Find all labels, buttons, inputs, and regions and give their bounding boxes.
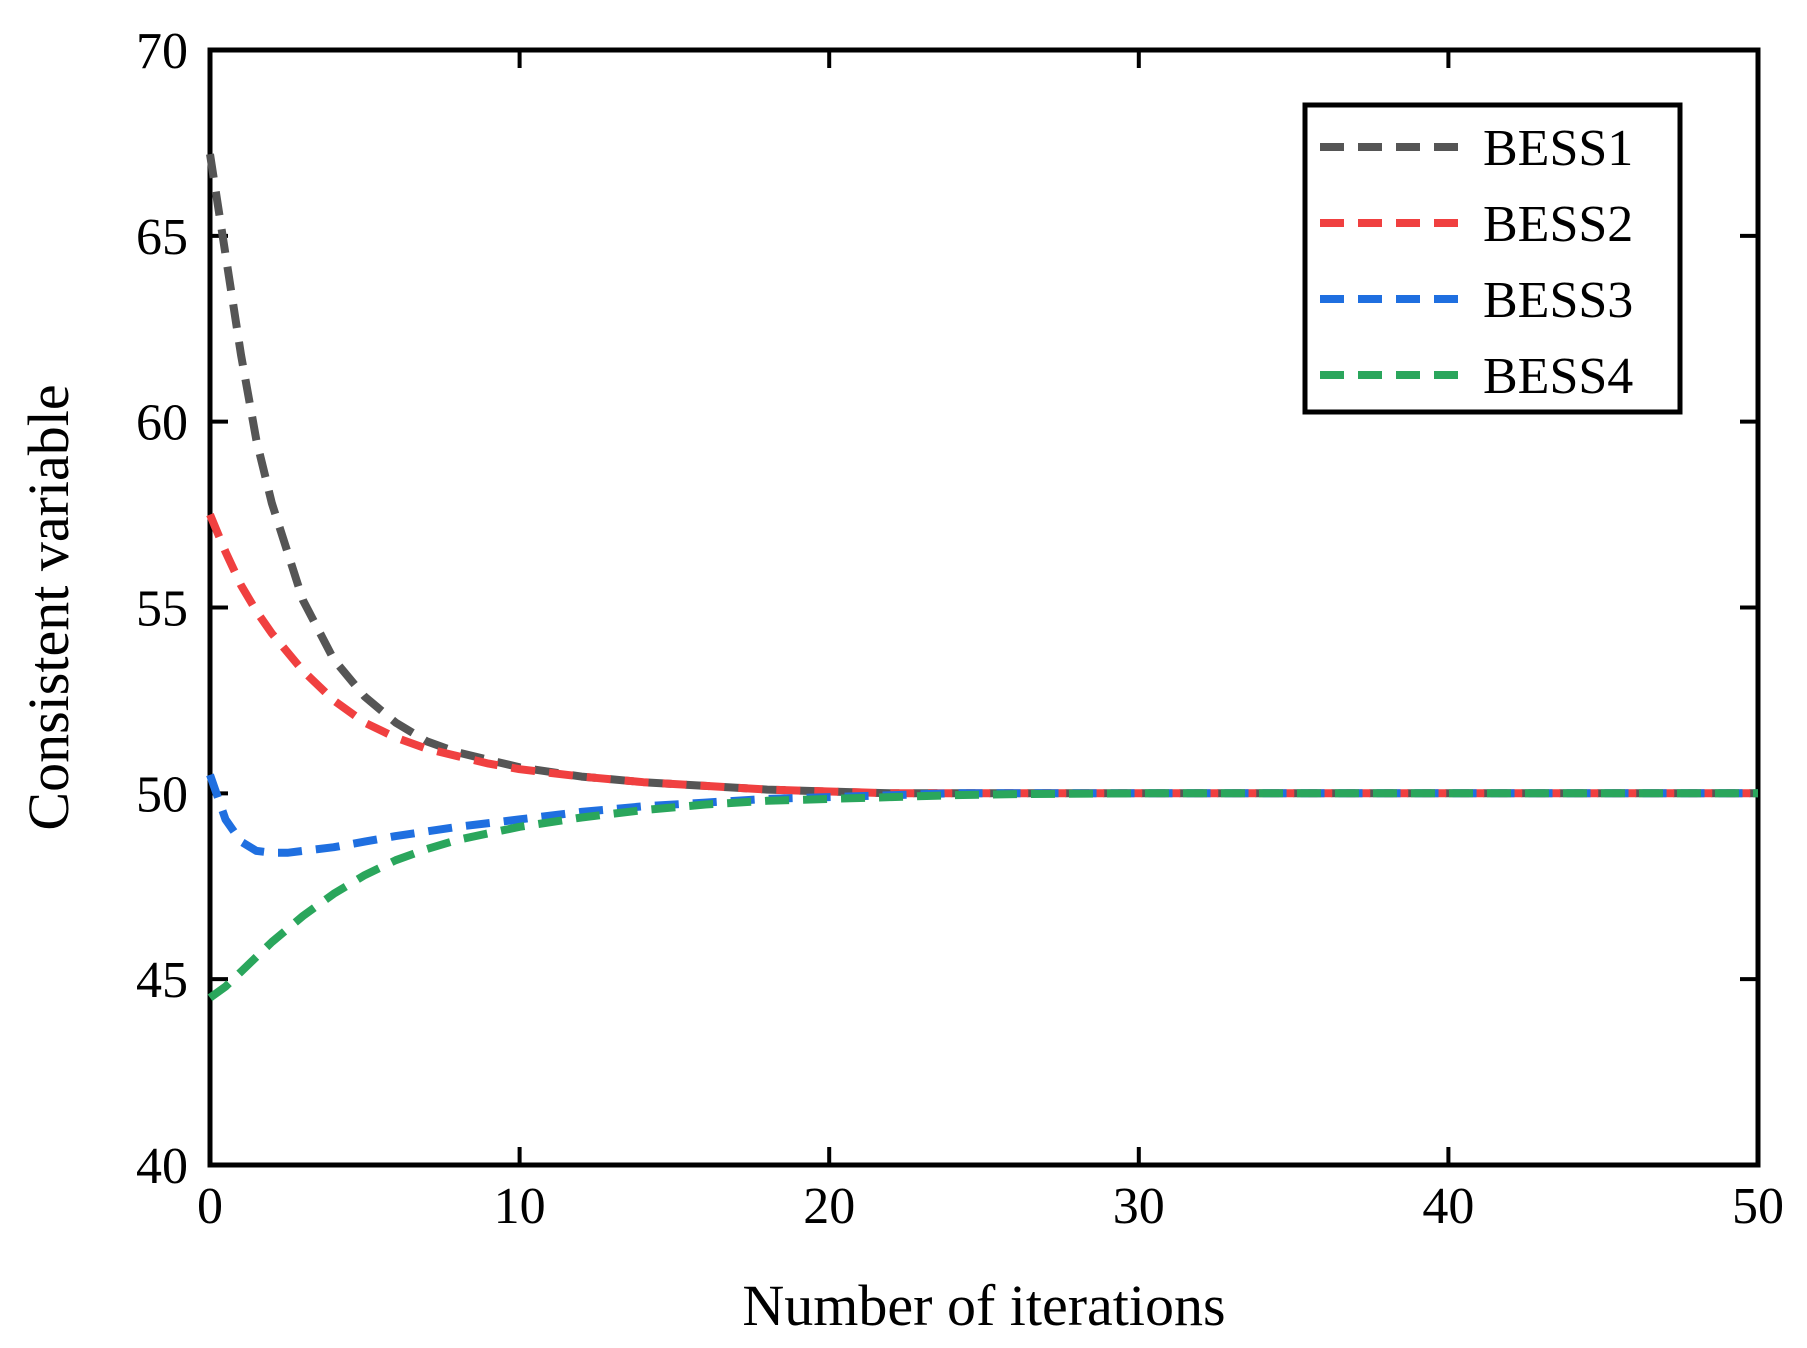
plot-area <box>206 47 1761 1168</box>
y-tick-label: 60 <box>136 395 188 452</box>
legend-label-bess2: BESS2 <box>1483 196 1633 253</box>
series-lines <box>206 153 1758 1002</box>
legend-label-bess3: BESS3 <box>1483 272 1633 329</box>
tick-labels: 0 10 20 30 40 50 40 45 50 55 60 65 70 <box>136 23 1784 1235</box>
series-line-bess2 <box>206 513 1758 798</box>
y-tick-label: 65 <box>136 209 188 266</box>
legend-label-bess4: BESS4 <box>1483 348 1633 405</box>
legend-box <box>1302 102 1683 415</box>
y-tick-label: 45 <box>136 952 188 1009</box>
x-tick-label: 10 <box>494 1178 546 1235</box>
series-line-bess3 <box>206 773 1758 857</box>
x-tick-label: 20 <box>803 1178 855 1235</box>
x-tick-label: 50 <box>1732 1178 1784 1235</box>
series-line-bess4 <box>207 789 1758 1002</box>
y-tick-label: 55 <box>136 581 188 638</box>
x-tick-label: 40 <box>1422 1178 1474 1235</box>
y-tick-label: 40 <box>136 1138 188 1195</box>
x-tick-label: 0 <box>197 1178 223 1235</box>
y-axis-label: Consistent variable <box>16 384 81 830</box>
y-tick-label: 50 <box>136 766 188 823</box>
legend: BESS1 BESS2 BESS3 BESS4 <box>1302 102 1683 415</box>
legend-label-bess1: BESS1 <box>1483 120 1633 177</box>
x-axis-label: Number of iterations <box>742 1273 1225 1338</box>
x-tick-label: 30 <box>1113 1178 1165 1235</box>
y-tick-label: 70 <box>136 23 188 80</box>
